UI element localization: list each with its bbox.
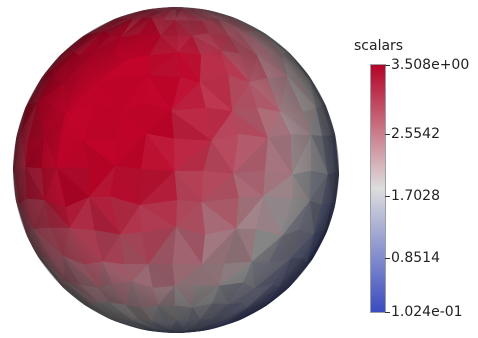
colorbar-tick-mark: [385, 65, 390, 66]
colorbar-tick-label: 2.5542: [391, 126, 440, 143]
colorbar-ramp[interactable]: [370, 64, 386, 313]
colorbar-tick-mark: [385, 134, 390, 136]
colorbar-title: scalars: [354, 38, 404, 54]
scalar-colorbar[interactable]: scalars 3.508e+00 2.5542 1.7028 0.8514 1.024…: [354, 38, 478, 319]
colorbar-tick-label: 1.024e-01: [391, 304, 463, 320]
colorbar-tick-mark: [385, 257, 390, 259]
colorbar-tick-label: 0.8514: [391, 249, 440, 266]
colorbar-tick-mark: [385, 312, 390, 313]
colorbar-tick-label: 3.508e+00: [391, 57, 470, 73]
sphere-limb-shade: [13, 7, 339, 333]
colorbar-tick-mark: [385, 195, 390, 197]
colorbar-tick-label: 1.7028: [391, 187, 440, 204]
